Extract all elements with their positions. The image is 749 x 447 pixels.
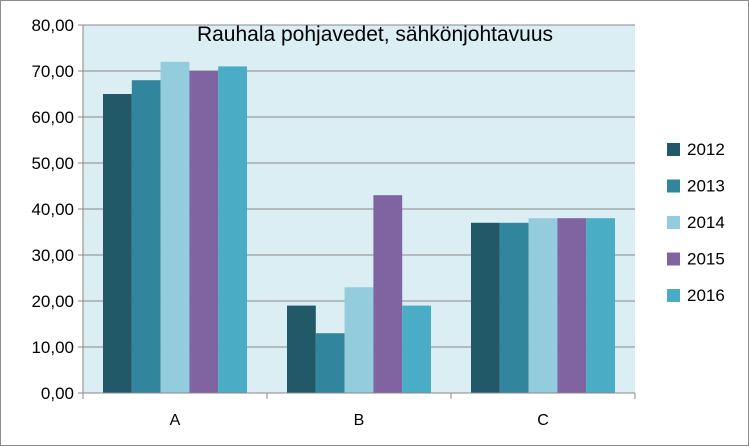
bars [103,61,615,394]
y-tick-label: 0,00 [41,384,74,403]
legend-label: 2012 [687,140,725,159]
bar-A-2013 [131,80,161,393]
y-tick-label: 50,00 [31,154,74,173]
x-category-labels: A B C [170,412,549,429]
axes [78,24,636,399]
bar-A-2015 [189,71,219,393]
legend-label: 2014 [687,213,725,232]
bar-C-2014 [528,218,558,393]
bar-B-2016 [402,305,431,393]
legend-label: 2015 [687,250,725,269]
legend-swatch-2012 [667,143,680,156]
bar-C-2013 [499,222,529,393]
x-category-label: C [537,412,549,429]
y-tick-labels: 0,00 10,00 20,00 30,00 40,00 50,00 60,00 70,00 8… [31,16,74,403]
legend-swatch-2016 [667,289,680,302]
bar-A-2016 [218,66,247,394]
bar-C-2015 [557,218,587,393]
legend-swatch-2015 [667,252,680,266]
y-tick-label: 70,00 [31,62,74,81]
y-tick-label: 40,00 [31,200,74,219]
y-tick-label: 80,00 [31,16,74,35]
legend-swatch-2014 [667,216,680,229]
legend-swatch-2013 [667,179,680,193]
bar-A-2014 [160,61,190,394]
x-category-label: A [170,412,181,429]
legend-label: 2016 [687,286,725,305]
x-category-label: B [354,412,365,429]
bar-B-2013 [315,333,345,393]
bar-A-2012 [103,94,132,393]
y-tick-label: 20,00 [31,292,74,311]
y-tick-label: 10,00 [31,338,74,357]
bar-B-2012 [287,305,316,393]
bar-C-2012 [471,222,500,393]
y-tick-label: 30,00 [31,246,74,265]
legend: 2012 2013 2014 2015 2016 [667,140,725,305]
bar-B-2015 [373,195,403,393]
bar-B-2014 [344,287,374,393]
y-tick-label: 60,00 [31,108,74,127]
bar-C-2016 [586,218,615,393]
chart-title: Rauhala pohjavedet, sähkönjohtavuus [197,23,553,46]
legend-label: 2013 [687,177,725,196]
